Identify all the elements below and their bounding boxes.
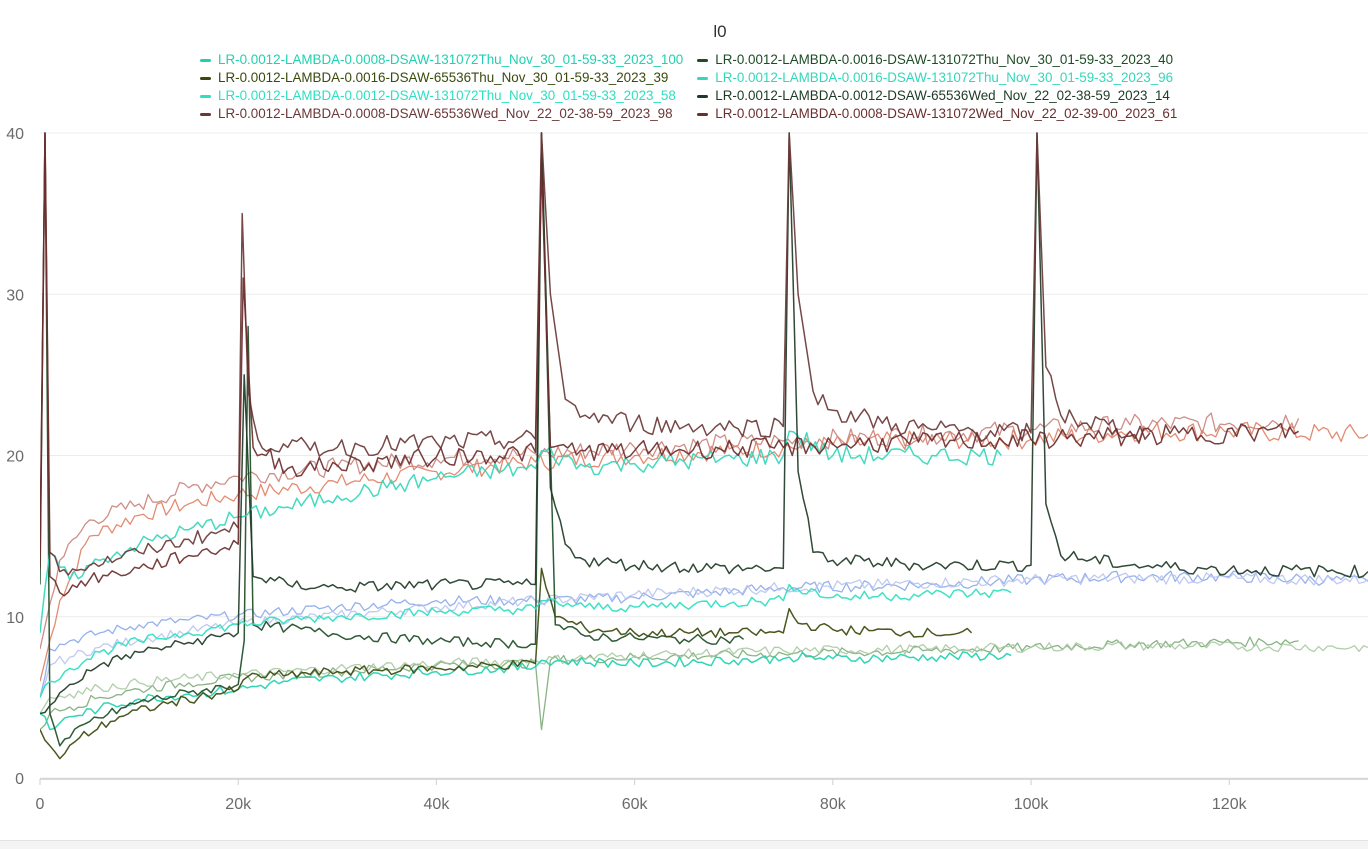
- chart-title: l0: [713, 22, 727, 41]
- x-tick-label: 40k: [424, 796, 451, 813]
- legend-swatch: [200, 58, 211, 62]
- x-tick-label: 80k: [820, 796, 847, 813]
- series-line: [40, 583, 1012, 698]
- legend-label: LR-0.0012-LAMBDA-0.0016-DSAW-65536Thu_No…: [218, 70, 669, 85]
- y-tick-label: 20: [6, 449, 24, 466]
- legend-swatch: [697, 112, 709, 116]
- series-line-unlabeled: [40, 636, 1299, 731]
- legend-swatch: [697, 58, 709, 62]
- legend-item[interactable]: LR-0.0012-LAMBDA-0.0008-DSAW-131072Wed_N…: [697, 105, 1177, 123]
- legend: LR-0.0012-LAMBDA-0.0008-DSAW-131072Thu_N…: [200, 51, 1230, 123]
- legend-label: LR-0.0012-LAMBDA-0.0008-DSAW-131072Thu_N…: [218, 52, 684, 67]
- legend-swatch: [697, 94, 709, 98]
- x-tick-label: 20k: [225, 796, 252, 813]
- legend-swatch: [697, 76, 709, 80]
- legend-swatch: [200, 76, 211, 80]
- x-tick-label: 100k: [1014, 796, 1050, 813]
- series-line: [40, 132, 1151, 576]
- legend-label: LR-0.0012-LAMBDA-0.0012-DSAW-131072Thu_N…: [218, 88, 676, 103]
- x-tick-label: 0: [36, 796, 45, 813]
- series-line: [40, 132, 745, 747]
- legend-label: LR-0.0012-LAMBDA-0.0016-DSAW-131072Thu_N…: [715, 70, 1174, 85]
- legend-swatch: [200, 112, 211, 116]
- y-tick-label: 40: [6, 126, 24, 143]
- series-line-unlabeled: [40, 641, 1368, 714]
- legend-swatch: [200, 94, 211, 98]
- legend-label: LR-0.0012-LAMBDA-0.0016-DSAW-131072Thu_N…: [715, 52, 1174, 67]
- legend-item[interactable]: LR-0.0012-LAMBDA-0.0008-DSAW-131072Thu_N…: [200, 51, 683, 69]
- y-tick-label: 0: [15, 771, 24, 788]
- series-line: [40, 430, 1002, 633]
- x-tick-label: 120k: [1212, 796, 1248, 813]
- panel-bottom-border: [0, 840, 1368, 849]
- legend-item[interactable]: LR-0.0012-LAMBDA-0.0012-DSAW-131072Thu_N…: [200, 87, 683, 105]
- legend-item[interactable]: LR-0.0012-LAMBDA-0.0016-DSAW-131072Thu_N…: [697, 69, 1177, 87]
- legend-label: LR-0.0012-LAMBDA-0.0012-DSAW-65536Wed_No…: [715, 88, 1170, 103]
- legend-item[interactable]: LR-0.0012-LAMBDA-0.0016-DSAW-65536Thu_No…: [200, 69, 683, 87]
- series-line: [40, 132, 1299, 597]
- legend-label: LR-0.0012-LAMBDA-0.0008-DSAW-65536Wed_No…: [218, 106, 673, 121]
- y-tick-label: 30: [6, 287, 24, 304]
- legend-label: LR-0.0012-LAMBDA-0.0008-DSAW-131072Wed_N…: [715, 106, 1178, 121]
- series-line: [40, 132, 1368, 715]
- legend-item[interactable]: LR-0.0012-LAMBDA-0.0016-DSAW-131072Thu_N…: [697, 51, 1177, 69]
- legend-item[interactable]: LR-0.0012-LAMBDA-0.0008-DSAW-65536Wed_No…: [200, 105, 683, 123]
- series-line: [40, 567, 973, 760]
- legend-item[interactable]: LR-0.0012-LAMBDA-0.0012-DSAW-65536Wed_No…: [697, 87, 1177, 105]
- x-tick-label: 60k: [622, 796, 649, 813]
- y-tick-label: 10: [6, 610, 24, 627]
